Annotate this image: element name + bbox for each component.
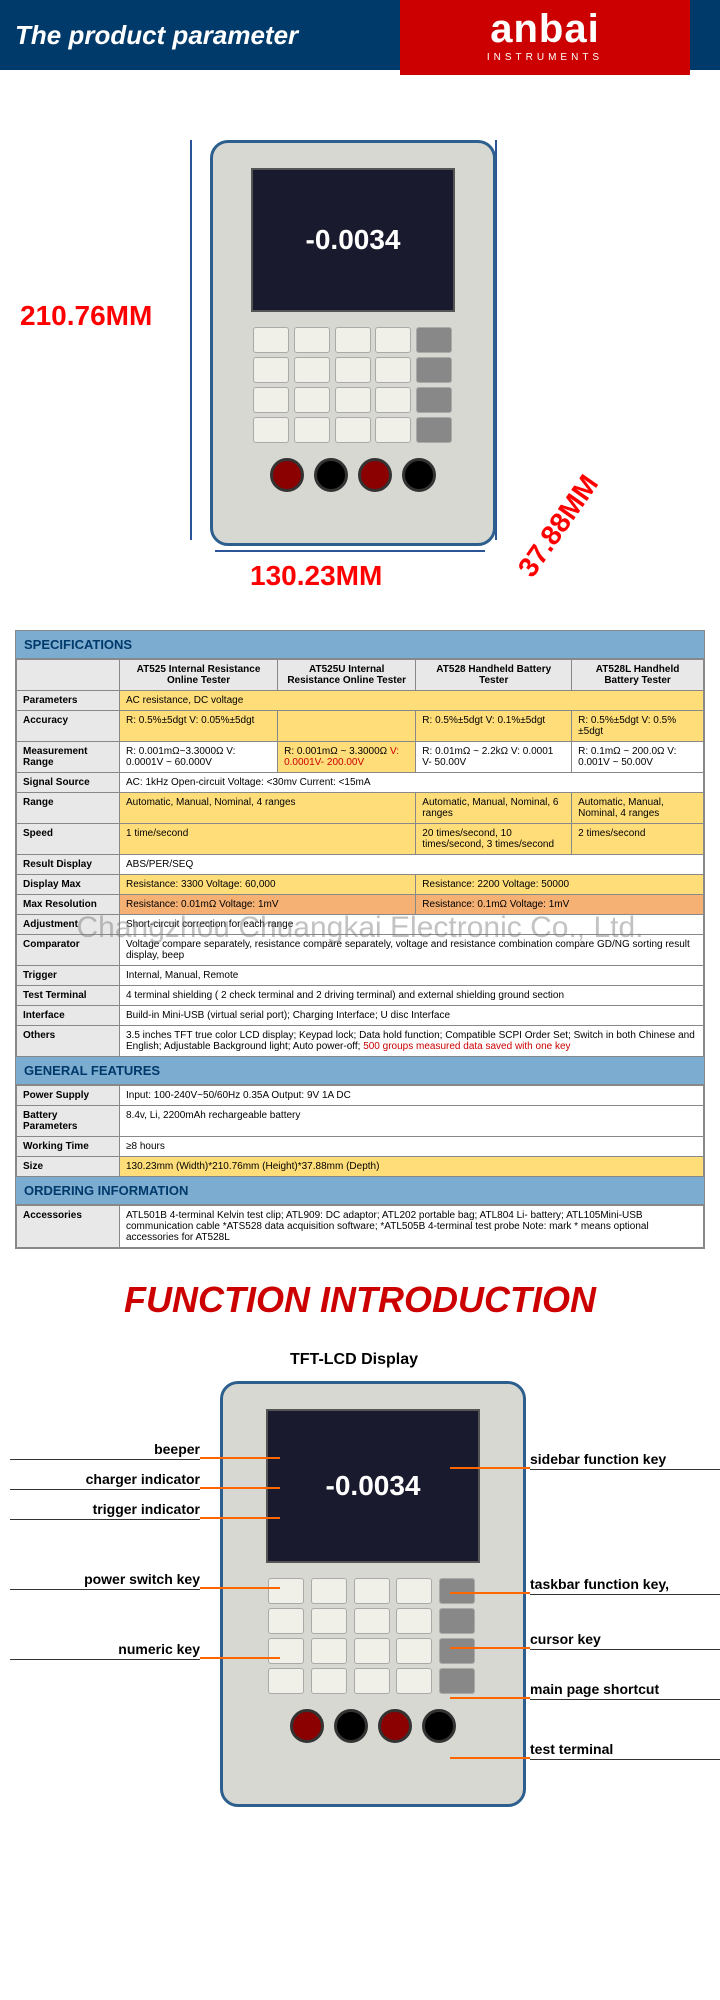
spec-cell: AC resistance, DC voltage xyxy=(120,691,704,711)
dim-height: 210.76MM xyxy=(20,300,152,332)
spec-label: Measurement Range xyxy=(17,742,120,773)
spec-cell: Build-in Mini-USB (virtual serial port);… xyxy=(120,1006,704,1026)
func-diagram: TFT-LCD Display -0.0034 beeper charger i… xyxy=(10,1341,710,1821)
brand-ribbon: anbai INSTRUMENTS xyxy=(400,0,690,75)
spec-cell: R: 0.1mΩ ~ 200.0Ω V: 0.001V ~ 50.00V xyxy=(572,742,704,773)
spec-cell: Internal, Manual, Remote xyxy=(120,966,704,986)
dimension-diagram: -0.0034 210.76MM 130.23MM 37.88MM xyxy=(20,120,700,600)
spec-cell: 20 times/second, 10 times/second, 3 time… xyxy=(416,824,572,855)
spec-cell: 4 terminal shielding ( 2 check terminal … xyxy=(120,986,704,1006)
header-title: The product parameter xyxy=(15,20,298,51)
spec-cell: 2 times/second xyxy=(572,824,704,855)
dim-depth: 37.88MM xyxy=(512,469,605,583)
callout-trigger-indicator: trigger indicator xyxy=(10,1501,200,1520)
spec-label: Result Display xyxy=(17,855,120,875)
spec-cell: Input: 100-240V~50/60Hz 0.35A Output: 9V… xyxy=(120,1086,704,1106)
spec-cell: 1 time/second xyxy=(120,824,416,855)
general-hdr: GENERAL FEATURES xyxy=(16,1057,704,1085)
brand-name: anbai xyxy=(490,7,599,52)
callout-charger-indicator: charger indicator xyxy=(10,1471,200,1490)
callout-cursor-key: cursor key xyxy=(530,1631,720,1650)
product-col: AT528L Handheld Battery Tester xyxy=(572,660,704,691)
spec-cell: AC: 1kHz Open-circuit Voltage: <30mv Cur… xyxy=(120,773,704,793)
spec-cell: 3.5 inches TFT true color LCD display; K… xyxy=(120,1026,704,1057)
terminals2 xyxy=(290,1709,456,1743)
spec-table: Changzhou Chuangkai Electronic Co., Ltd.… xyxy=(15,630,705,1249)
device2-screen: -0.0034 xyxy=(266,1409,480,1563)
spec-label: Accessories xyxy=(17,1206,120,1248)
brand-sub: INSTRUMENTS xyxy=(487,52,603,63)
spec-label: Speed xyxy=(17,824,120,855)
device-illustration-2: -0.0034 xyxy=(220,1381,526,1807)
spec-label: Size xyxy=(17,1157,120,1177)
spec-label: Display Max xyxy=(17,875,120,895)
spec-cell: R: 0.5%±5dgt V: 0.5%±5dgt xyxy=(572,711,704,742)
spec-cell: Resistance: 2200 Voltage: 50000 xyxy=(416,875,704,895)
spec-cell: 8.4v, Li, 2200mAh rechargeable battery xyxy=(120,1106,704,1137)
product-col: AT525 Internal Resistance Online Tester xyxy=(120,660,278,691)
func-title: FUNCTION INTRODUCTION xyxy=(0,1279,720,1321)
callout-numeric-key: numeric key xyxy=(10,1641,200,1660)
spec-cell: ATL501B 4-terminal Kelvin test clip; ATL… xyxy=(120,1206,704,1248)
keypad xyxy=(253,327,453,443)
callout-sidebar-function-key: sidebar function key xyxy=(530,1451,720,1470)
callout-tft: TFT-LCD Display xyxy=(290,1351,418,1369)
spec-label: Signal Source xyxy=(17,773,120,793)
spec-cell: R: 0.5%±5dgt V: 0.1%±5dgt xyxy=(416,711,572,742)
spec-cell: R: 0.01mΩ ~ 2.2kΩ V: 0.0001 V- 50.00V xyxy=(416,742,572,773)
spec-cell: R: 0.5%±5dgt V: 0.05%±5dgt xyxy=(120,711,278,742)
spec-label: Power Supply xyxy=(17,1086,120,1106)
spec-label: Max Resolution xyxy=(17,895,120,915)
spec-label: Comparator xyxy=(17,935,120,966)
spec-label: Range xyxy=(17,793,120,824)
callout-test-terminal: test terminal xyxy=(530,1741,720,1760)
spec-cell: Resistance: 0.01mΩ Voltage: 1mV xyxy=(120,895,416,915)
spec-cell: Short-circuit correction for each range xyxy=(120,915,704,935)
spec-label: Accuracy xyxy=(17,711,120,742)
keypad2 xyxy=(268,1578,478,1694)
spec-label: Battery Parameters xyxy=(17,1106,120,1137)
spec-cell: Voltage compare separately, resistance c… xyxy=(120,935,704,966)
spec-label: Working Time xyxy=(17,1137,120,1157)
spec-body: AT525 Internal Resistance Online TesterA… xyxy=(16,659,704,1057)
spec-cell: Automatic, Manual, Nominal, 4 ranges xyxy=(120,793,416,824)
callout-power-switch-key: power switch key xyxy=(10,1571,200,1590)
spec-cell: R: 0.001mΩ~3.3000Ω V: 0.0001V ~ 60.000V xyxy=(120,742,278,773)
ordering-hdr: ORDERING INFORMATION xyxy=(16,1177,704,1205)
spec-hdr: SPECIFICATIONS xyxy=(16,631,704,659)
spec-cell: 130.23mm (Width)*210.76mm (Height)*37.88… xyxy=(120,1157,704,1177)
callout-main-page-shortcut: main page shortcut xyxy=(530,1681,720,1700)
spec-label: Test Terminal xyxy=(17,986,120,1006)
callout-beeper: beeper xyxy=(10,1441,200,1460)
spec-cell: Automatic, Manual, Nominal, 6 ranges xyxy=(416,793,572,824)
spec-cell: Automatic, Manual, Nominal, 4 ranges xyxy=(572,793,704,824)
spec-cell xyxy=(278,711,416,742)
product-col: AT525U Internal Resistance Online Tester xyxy=(278,660,416,691)
spec-label: Others xyxy=(17,1026,120,1057)
product-col: AT528 Handheld Battery Tester xyxy=(416,660,572,691)
spec-label: Trigger xyxy=(17,966,120,986)
dim-width: 130.23MM xyxy=(250,560,382,592)
spec-label: Adjustment xyxy=(17,915,120,935)
device-screen: -0.0034 xyxy=(251,168,455,312)
callout-taskbar-function-key-: taskbar function key, xyxy=(530,1576,720,1595)
spec-label: Interface xyxy=(17,1006,120,1026)
device-illustration: -0.0034 xyxy=(210,140,496,546)
header-band: The product parameter anbai INSTRUMENTS xyxy=(0,0,720,70)
spec-cell: Resistance: 3300 Voltage: 60,000 xyxy=(120,875,416,895)
spec-label: Parameters xyxy=(17,691,120,711)
spec-cell: R: 0.001mΩ ~ 3.3000Ω V: 0.0001V- 200.00V xyxy=(278,742,416,773)
spec-cell: ≥8 hours xyxy=(120,1137,704,1157)
spec-cell: Resistance: 0.1mΩ Voltage: 1mV xyxy=(416,895,704,915)
spec-cell: ABS/PER/SEQ xyxy=(120,855,704,875)
terminals xyxy=(270,458,436,492)
